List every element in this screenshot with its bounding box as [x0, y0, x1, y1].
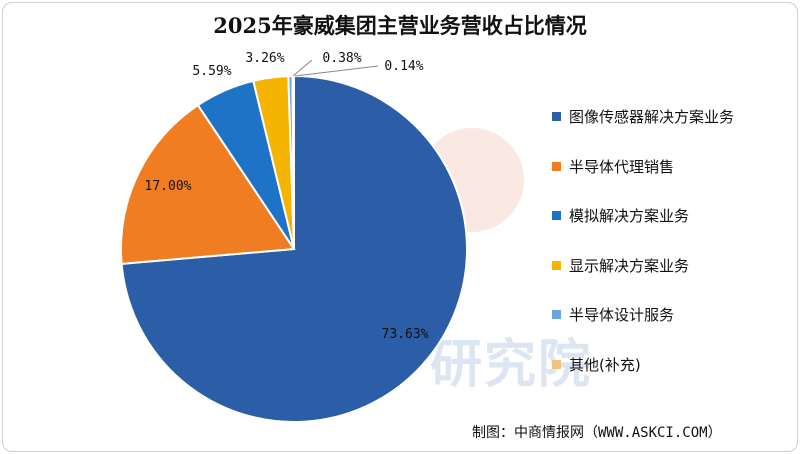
slice-data-label: 5.59%	[192, 64, 231, 79]
leader-line	[292, 59, 313, 77]
slice-data-label: 73.63%	[382, 327, 429, 342]
legend-label: 模拟解决方案业务	[569, 207, 690, 226]
watermark: 研究院	[430, 335, 593, 395]
legend: 图像传感器解决方案业务 半导体代理销售 模拟解决方案业务 显示解决方案业务 半导体设计服…	[552, 92, 734, 389]
legend-item: 图像传感器解决方案业务	[552, 92, 734, 142]
slice-data-label: 0.14%	[384, 59, 423, 74]
legend-label: 其他(补充)	[569, 355, 641, 374]
legend-label: 图像传感器解决方案业务	[569, 108, 735, 127]
legend-swatch	[552, 112, 561, 122]
legend-swatch	[552, 359, 561, 369]
legend-item: 模拟解决方案业务	[552, 191, 734, 241]
pie-slice	[120, 103, 296, 265]
legend-item: 其他(补充)	[552, 340, 734, 390]
source-note: 制图：中商情报网（WWW.ASKCI.COM）	[472, 425, 722, 441]
legend-swatch	[552, 260, 561, 270]
chart-title: 2025年豪威集团主营业务营收占比情况	[213, 13, 587, 38]
legend-item: 半导体设计服务	[552, 290, 734, 340]
legend-label: 半导体代理销售	[569, 157, 675, 176]
legend-swatch	[552, 161, 561, 171]
slice-data-label: 3.26%	[245, 51, 284, 66]
legend-swatch	[552, 310, 561, 320]
leader-line	[294, 65, 379, 77]
legend-item: 显示解决方案业务	[552, 241, 734, 291]
slice-data-label: 0.38%	[322, 51, 361, 66]
slice-data-label: 17.00%	[145, 179, 192, 194]
legend-label: 显示解决方案业务	[569, 256, 690, 275]
legend-swatch	[552, 211, 561, 221]
legend-label: 半导体设计服务	[569, 306, 675, 325]
legend-item: 半导体代理销售	[552, 142, 734, 192]
